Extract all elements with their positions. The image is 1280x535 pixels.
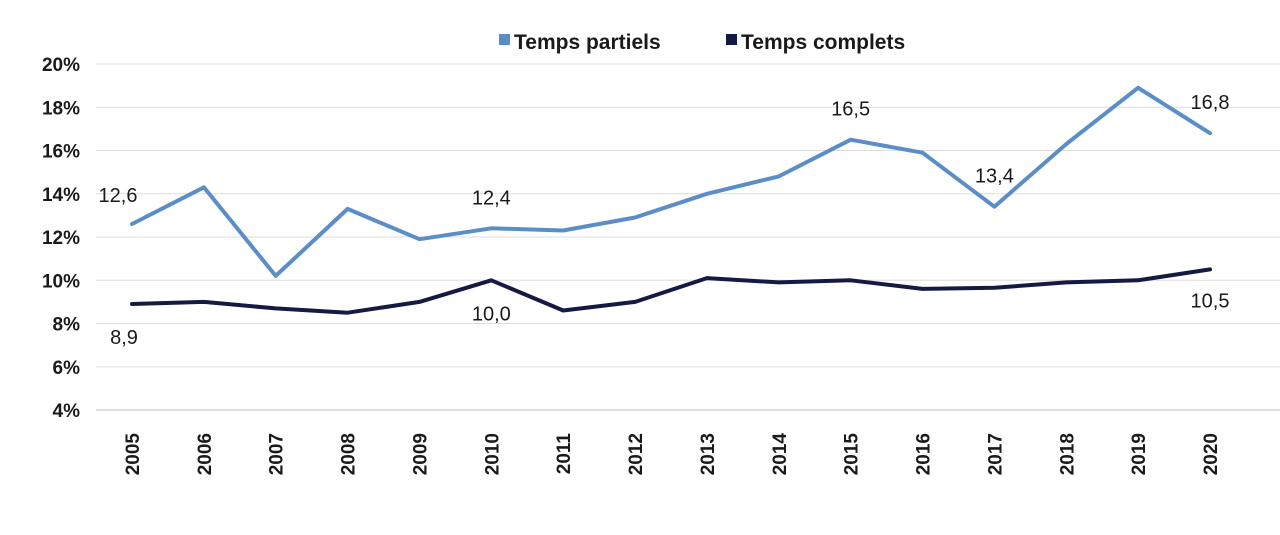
x-tick-label: 2015 [842, 433, 863, 476]
y-tick-label: 20% [42, 55, 80, 76]
data-label: 12,4 [472, 187, 511, 209]
data-label: 10,5 [1191, 290, 1230, 312]
x-tick-label: 2006 [195, 433, 216, 475]
x-tick-label: 2017 [985, 433, 1006, 475]
x-tick-label: 2018 [1057, 433, 1078, 475]
x-tick-label: 2013 [698, 433, 719, 475]
y-tick-label: 8% [53, 315, 81, 336]
x-tick-label: 2014 [770, 433, 791, 476]
series-lines [130, 85, 1212, 315]
x-tick-label: 2020 [1201, 433, 1222, 475]
data-labels: 12,6 12,4 16,5 13,4 16,8 8,9 10,0 10,5 [99, 92, 1230, 349]
legend-label: Temps complets [741, 31, 905, 54]
series-line-temps-complets [130, 267, 1212, 315]
y-tick-label: 14% [42, 185, 80, 206]
y-tick-label: 4% [53, 401, 81, 422]
y-tick-label: 16% [42, 142, 80, 163]
data-label: 8,9 [110, 327, 138, 349]
x-axis: 2005 2006 2007 2008 2009 2010 2011 2012 2013 2014… [123, 433, 1222, 476]
x-tick-label: 2009 [410, 433, 431, 475]
data-label: 16,8 [1191, 92, 1230, 114]
y-tick-label: 10% [42, 271, 80, 292]
data-label: 13,4 [975, 166, 1014, 188]
x-tick-label: 2010 [482, 433, 503, 475]
x-tick-label: 2008 [339, 433, 360, 475]
x-tick-label: 2011 [554, 433, 575, 475]
y-tick-label: 18% [42, 98, 80, 119]
x-tick-label: 2007 [267, 433, 288, 475]
y-tick-label: 6% [53, 358, 81, 379]
y-axis: 4% 6% 8% 10% 12% 14% 16% 18% 20% [42, 55, 80, 422]
data-label: 10,0 [472, 303, 511, 325]
y-tick-label: 12% [42, 228, 80, 249]
x-tick-label: 2016 [914, 433, 935, 475]
data-label: 16,5 [831, 99, 870, 121]
x-tick-label: 2005 [123, 433, 144, 476]
series-line-temps-partiels [130, 85, 1212, 278]
legend-swatch [499, 34, 510, 45]
x-tick-label: 2012 [626, 433, 647, 475]
legend: Temps partiels Temps complets [499, 31, 905, 54]
grid-lines [96, 63, 1280, 411]
data-label: 12,6 [99, 185, 138, 207]
legend-swatch [726, 34, 737, 45]
legend-label: Temps partiels [514, 31, 661, 54]
x-tick-label: 2019 [1129, 433, 1150, 475]
